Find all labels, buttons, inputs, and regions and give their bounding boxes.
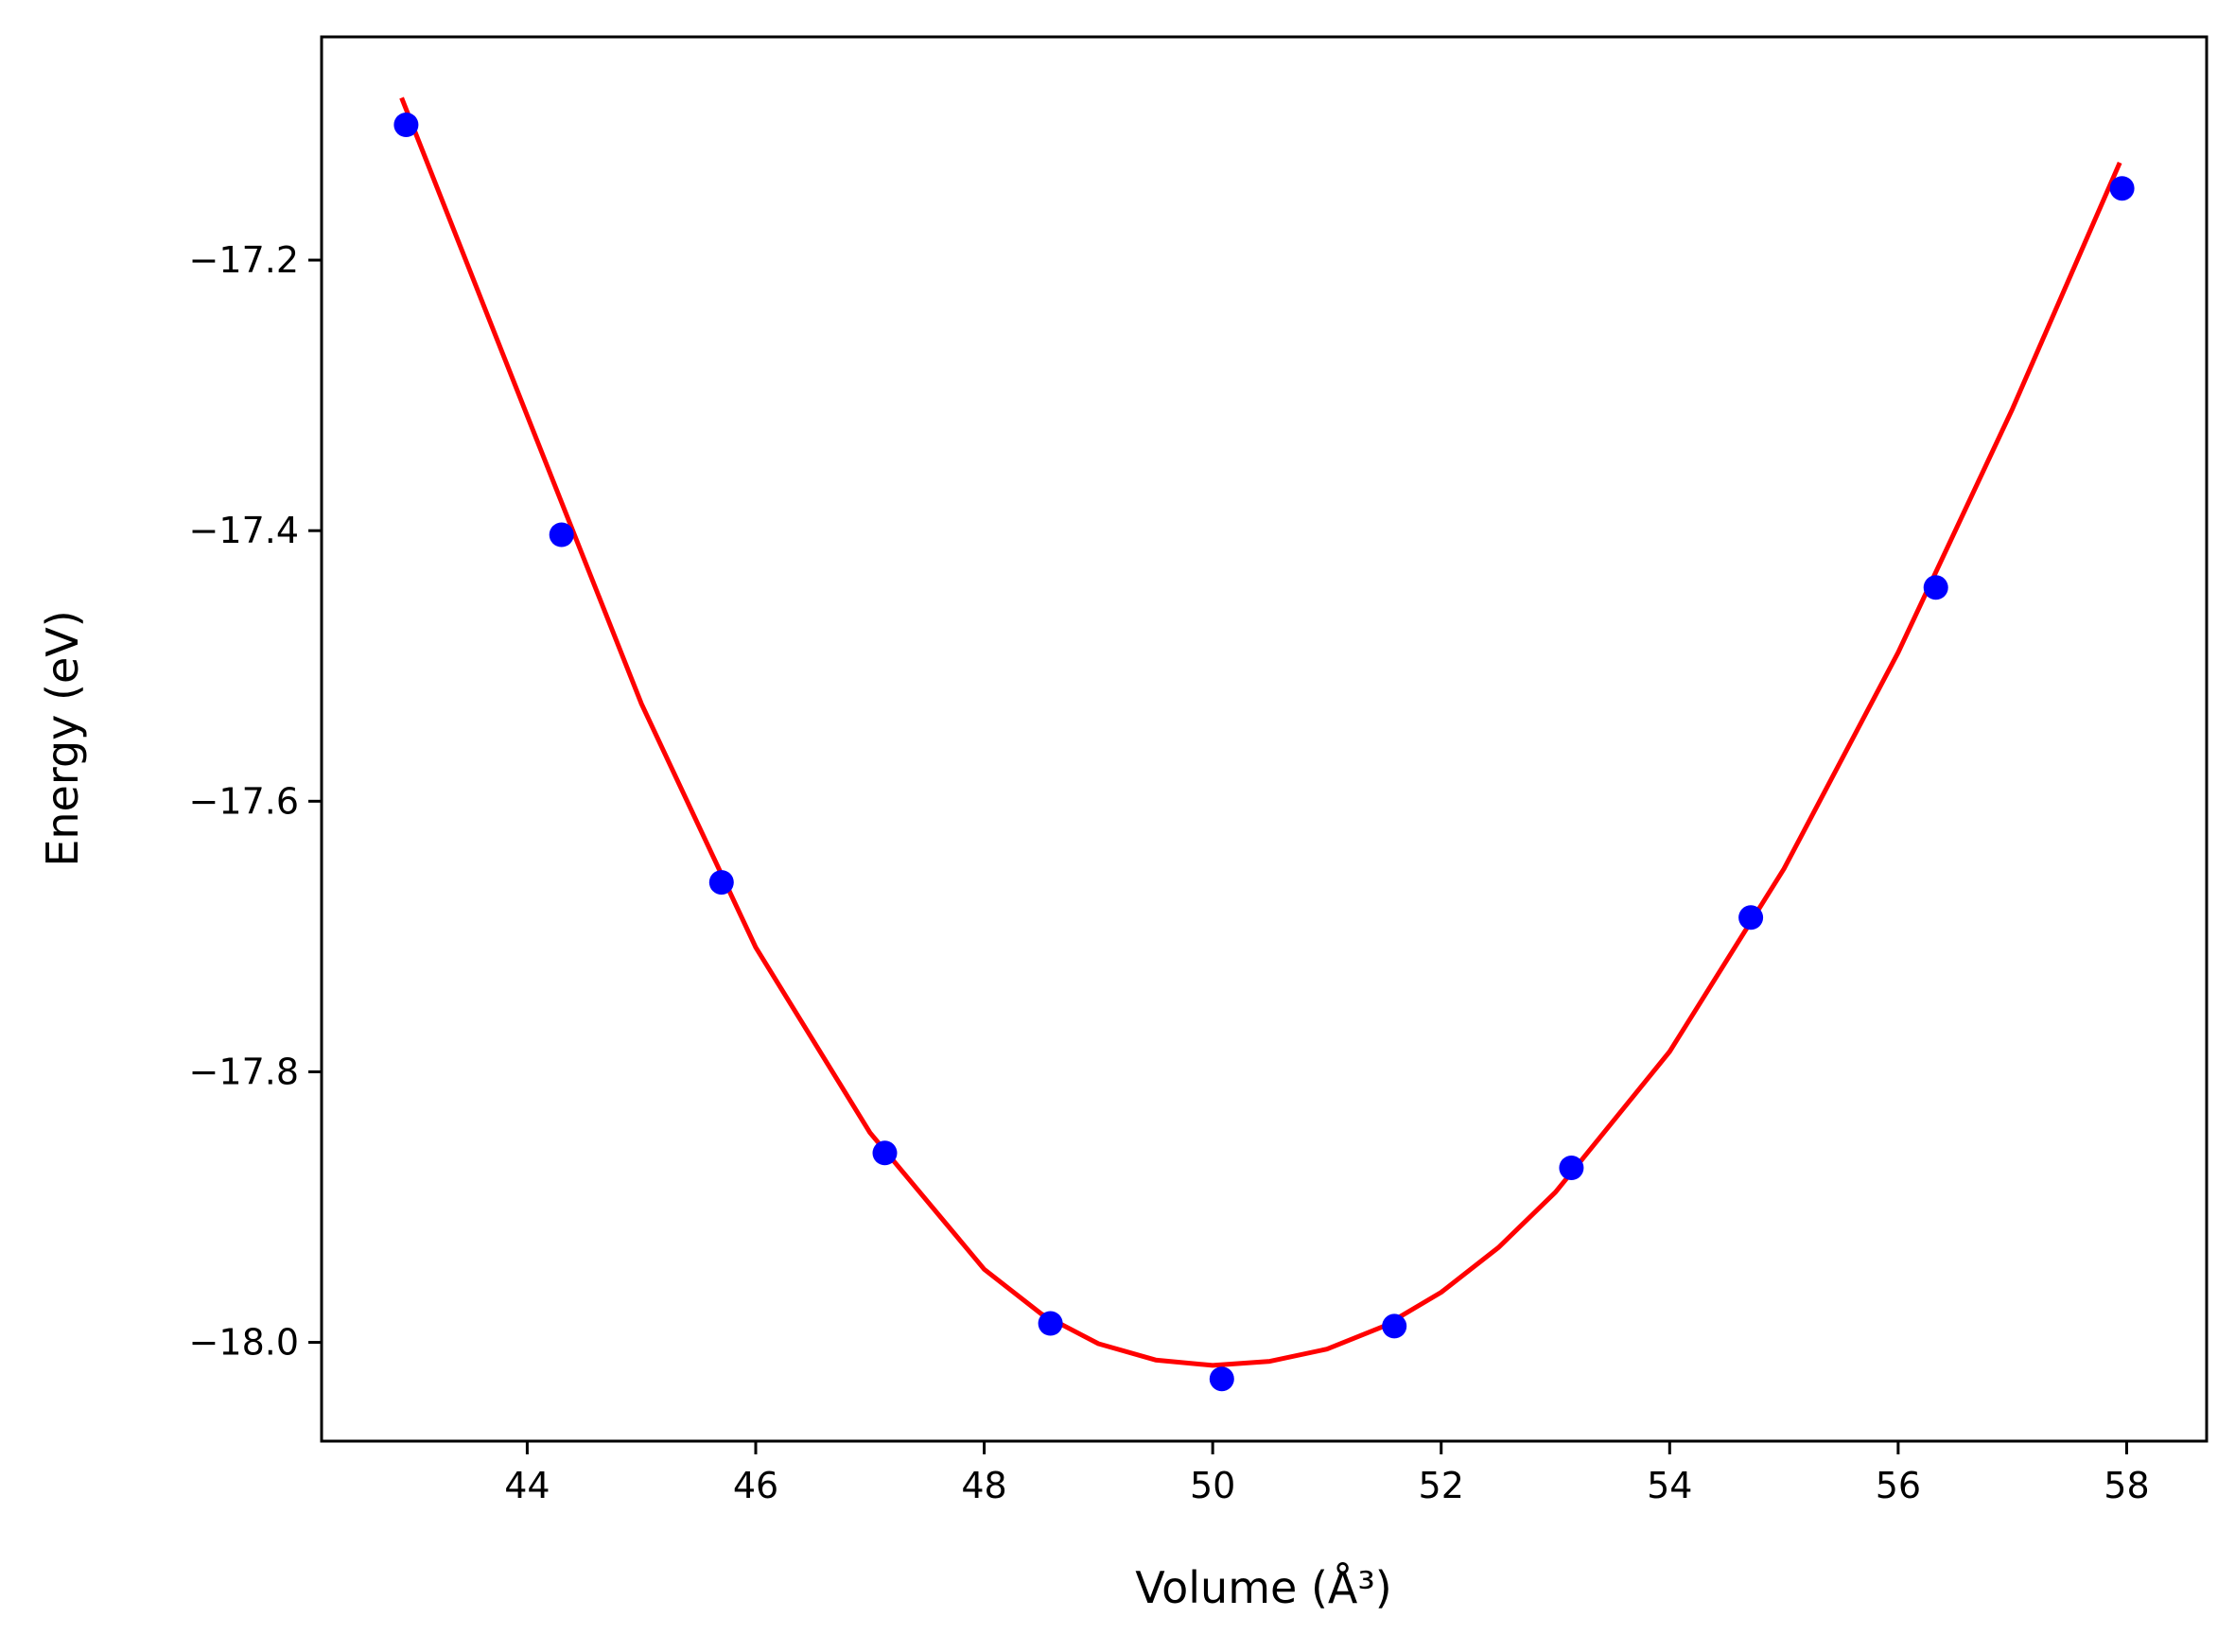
data-point-11 [2109, 176, 2135, 201]
x-tick-label-56: 56 [1876, 1465, 1921, 1506]
y-axis-label: Energy (eV) [37, 610, 88, 866]
ticks-layer: 44 46 48 50 52 54 56 58 −17.2 −17.4 −17.6 −17.8 −18.… [189, 239, 2150, 1506]
data-point-10 [1923, 575, 1948, 600]
x-tick-label-48: 48 [961, 1465, 1006, 1506]
y-tick-label-4: −18.0 [189, 1322, 299, 1364]
x-tick-label-54: 54 [1647, 1465, 1692, 1506]
y-tick-label-2: −17.6 [189, 780, 299, 822]
y-tick-label-3: −17.8 [189, 1051, 299, 1092]
x-axis-label: Volume (Å³) [1135, 1562, 1392, 1613]
data-point-5 [1038, 1311, 1063, 1336]
x-tick-label-58: 58 [2104, 1465, 2149, 1506]
data-point-2 [549, 522, 574, 548]
fit-curve-line [399, 96, 2122, 1368]
y-tick-label-0: −17.2 [189, 239, 299, 281]
data-point-9 [1738, 905, 1764, 930]
x-tick-label-50: 50 [1190, 1465, 1235, 1506]
x-tick-label-46: 46 [733, 1465, 778, 1506]
data-point-3 [708, 870, 734, 896]
plot-frame [320, 35, 2209, 1443]
data-point-7 [1382, 1313, 1407, 1339]
data-point-4 [872, 1140, 898, 1166]
data-point-6 [1209, 1366, 1234, 1392]
data-point-1 [393, 113, 419, 137]
x-tick-label-52: 52 [1419, 1465, 1464, 1506]
data-point-8 [1559, 1156, 1584, 1180]
y-tick-label-1: −17.4 [189, 510, 299, 551]
plot-layer [393, 96, 2135, 1392]
x-tick-label-44: 44 [504, 1465, 550, 1506]
